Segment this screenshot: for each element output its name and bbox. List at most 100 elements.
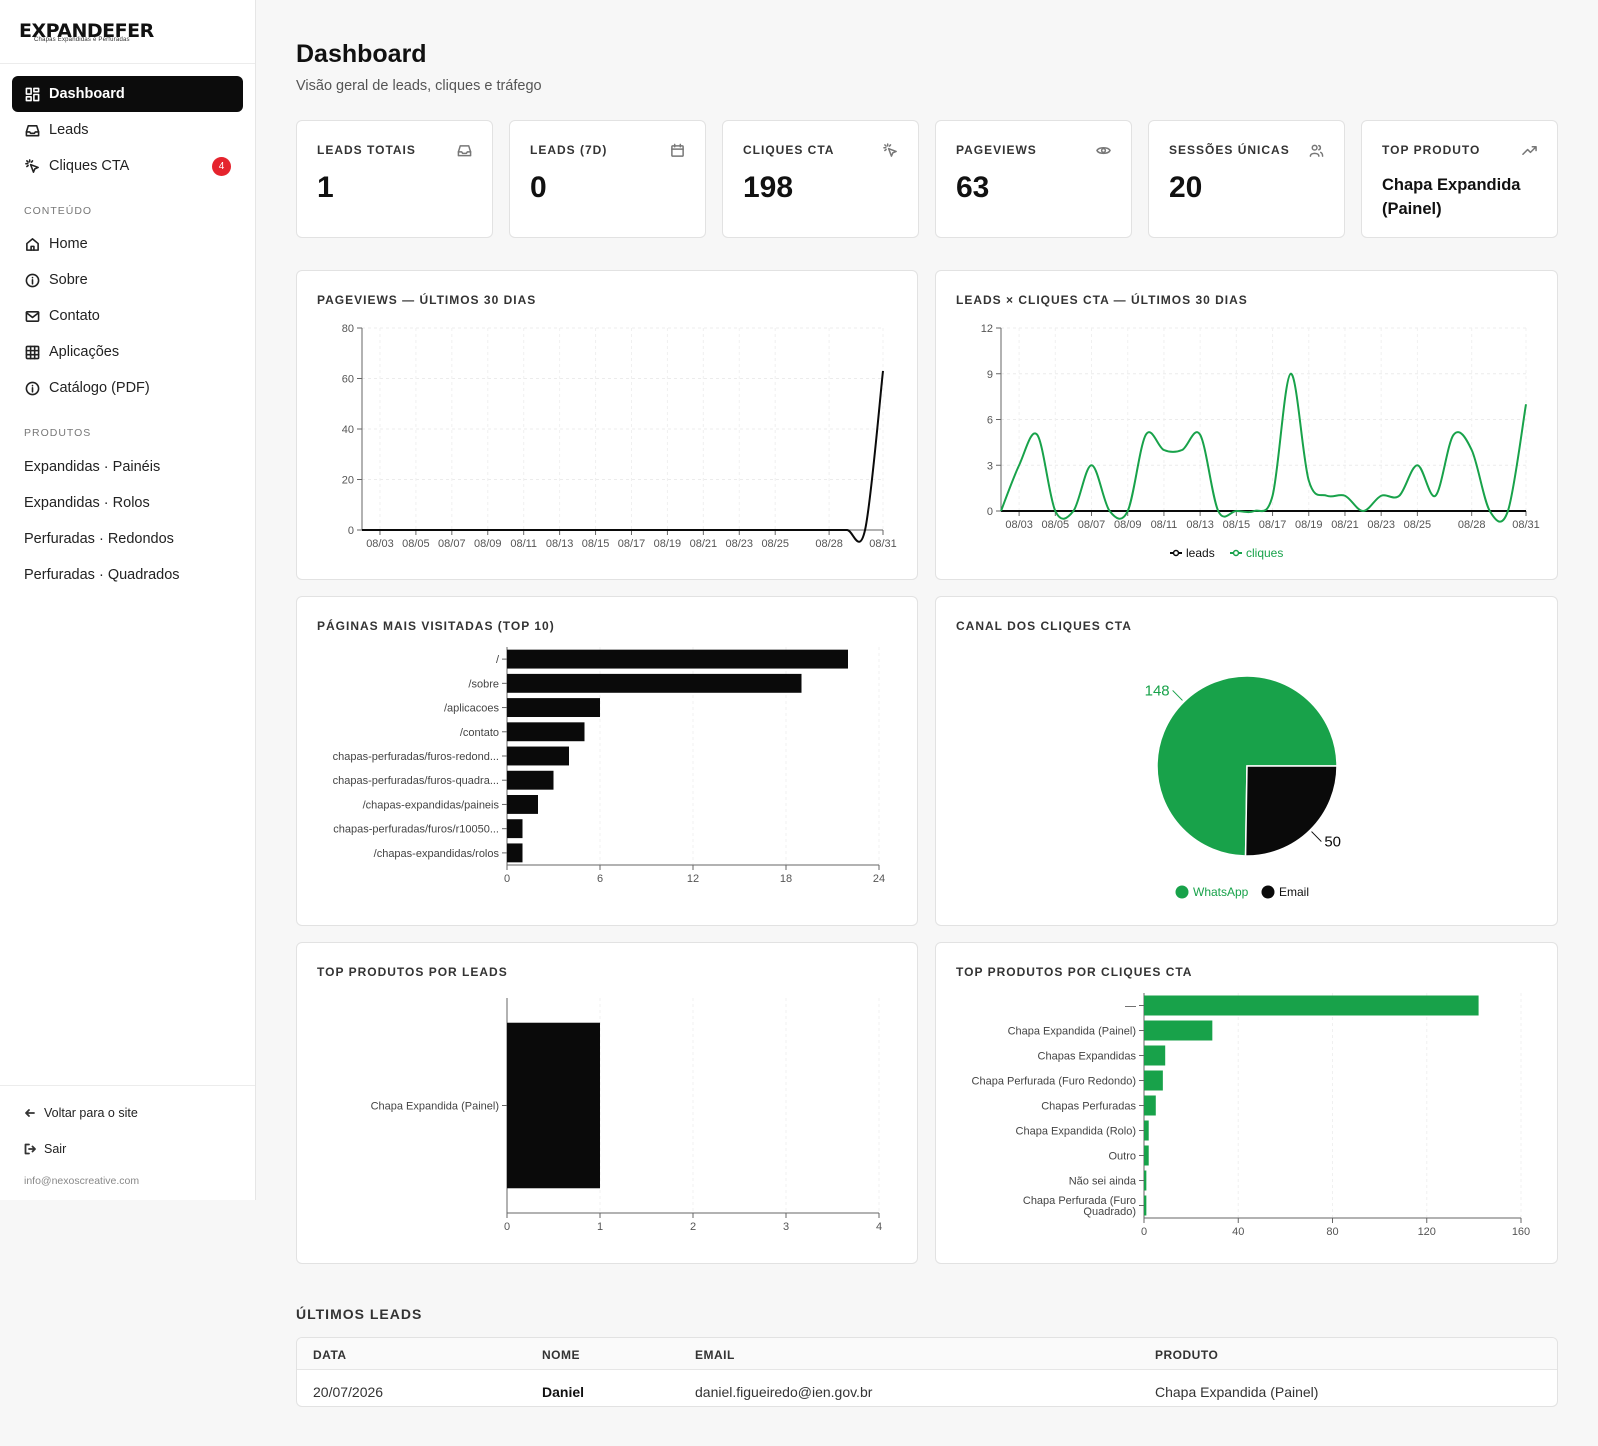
kpi-card-leads-totais: LEADS TOTAIS 1 — [296, 120, 493, 238]
nav-label: Leads — [49, 122, 89, 138]
x-tick-label: 08/19 — [654, 538, 682, 550]
y-tick-label: 3 — [987, 460, 993, 472]
y-tick-label: 9 — [987, 369, 993, 381]
column-header-produto[interactable]: PRODUTO — [1155, 1348, 1219, 1362]
category-label: Chapas Perfuradas — [1041, 1101, 1136, 1113]
x-tick-label: 08/09 — [1114, 519, 1142, 531]
legend-label-email: Email — [1279, 885, 1309, 899]
nav-label: Sobre — [49, 272, 88, 288]
nav-item-catalogo[interactable]: Catálogo (PDF) — [12, 370, 243, 406]
bar — [1144, 1170, 1147, 1191]
sidebar-footer — [0, 1085, 255, 1200]
category-label: — — [1125, 1001, 1136, 1013]
kpi-value: 20 — [1169, 171, 1203, 204]
category-label: Chapa Perfurada (Furo — [1023, 1195, 1136, 1207]
legend-marker-email — [1261, 885, 1275, 899]
bar — [507, 1022, 600, 1189]
bar — [1144, 1070, 1163, 1091]
bar — [507, 843, 523, 863]
column-header-nome[interactable]: NOME — [542, 1348, 580, 1362]
logout-link[interactable]: Sair — [24, 1142, 66, 1156]
category-label: Outro — [1108, 1151, 1136, 1163]
grid-icon — [24, 344, 40, 360]
y-tick-label: 12 — [981, 323, 993, 335]
nav-item-dashboard[interactable]: Dashboard — [12, 76, 243, 112]
x-tick-label: 08/21 — [690, 538, 718, 550]
nav-label: Catálogo (PDF) — [49, 380, 150, 396]
x-tick-label: 24 — [873, 873, 885, 885]
kpi-card-leads-7d: LEADS (7D) 0 — [509, 120, 706, 238]
top-products-clicks-bar-chart: 0 40 80 120 160 — Chapa Expandida (Painel) Chap… — [972, 993, 1530, 1238]
nav-item-home[interactable]: Home — [12, 226, 243, 262]
series-line-pageviews — [362, 370, 884, 543]
y-tick-label: 40 — [342, 424, 354, 436]
lead-email[interactable]: daniel.figueiredo@ien.gov.br — [695, 1384, 873, 1400]
category-label: /contato — [460, 727, 499, 739]
product-link-expandidas-paineis[interactable]: Expandidas · Painéis — [24, 459, 161, 475]
category-label: Chapa Perfurada (Furo Redondo) — [972, 1076, 1136, 1088]
back-to-site-link[interactable]: Voltar para o site — [24, 1106, 138, 1120]
info-icon — [24, 380, 40, 396]
x-tick-label: 08/09 — [474, 538, 502, 550]
x-tick-label: 08/21 — [1331, 519, 1359, 531]
y-tick-label: 80 — [342, 323, 354, 335]
leads-clicks-line-chart: 0 3 6 9 12 08/03 08/05 08/07 08/09 08/11 08/13 08/1… — [981, 323, 1540, 560]
kpi-card-cliques-cta: CLIQUES CTA 198 — [722, 120, 919, 238]
kpi-label: SESSÕES ÚNICAS — [1169, 143, 1290, 157]
nav-item-aplicacoes[interactable]: Aplicações — [12, 334, 243, 370]
brand-logo[interactable]: EXPANDEFER Chapas Expandidas e Perfurada… — [0, 0, 255, 64]
x-tick-label: 0 — [1141, 1226, 1147, 1238]
section-title-products: PRODUTOS — [24, 427, 92, 439]
product-link-perfuradas-quadrados[interactable]: Perfuradas · Quadrados — [24, 567, 180, 583]
users-icon — [1309, 143, 1324, 158]
nav-item-leads[interactable]: Leads — [12, 112, 243, 148]
latest-leads-table: DATA NOME EMAIL PRODUTO 20/07/2026 Danie… — [296, 1337, 1558, 1407]
category-label: /chapas-expandidas/paineis — [363, 799, 500, 811]
page-title: Dashboard — [296, 40, 427, 68]
x-tick-label: 0 — [504, 873, 510, 885]
bar — [1144, 995, 1479, 1016]
card-title: TOP PRODUTOS POR LEADS — [317, 965, 508, 979]
product-link-expandidas-rolos[interactable]: Expandidas · Rolos — [24, 495, 150, 511]
nav-label: Home — [49, 236, 88, 252]
lead-name[interactable]: Daniel — [542, 1384, 585, 1400]
pointer-click-icon — [24, 158, 40, 174]
kpi-label: PAGEVIEWS — [956, 143, 1037, 157]
top-products-leads-bar-chart: 0 1 2 3 4 Chapa Expandida (Painel) — [371, 998, 882, 1233]
kpi-label: LEADS (7D) — [530, 143, 608, 157]
nav-item-cliques-cta[interactable]: Cliques CTA 4 — [12, 148, 243, 184]
inbox-icon — [24, 122, 40, 138]
x-tick-label: 08/31 — [1512, 519, 1540, 531]
lead-product: Chapa Expandida (Painel) — [1155, 1384, 1319, 1400]
pie-value-label: 148 — [1145, 682, 1170, 699]
column-header-email[interactable]: EMAIL — [695, 1348, 735, 1362]
card-pageviews-chart: PAGEVIEWS — ÚLTIMOS 30 DIAS 0 20 40 60 80 08/… — [296, 270, 918, 580]
product-link-perfuradas-redondos[interactable]: Perfuradas · Redondos — [24, 531, 174, 547]
category-label: /aplicacoes — [444, 703, 500, 715]
kpi-value: 0 — [530, 171, 547, 204]
bar — [507, 794, 538, 814]
nav-item-sobre[interactable]: Sobre — [12, 262, 243, 298]
nav-item-contato[interactable]: Contato — [12, 298, 243, 334]
mail-icon — [24, 308, 40, 324]
nav-label: Aplicações — [49, 344, 120, 360]
category-label: /sobre — [468, 678, 499, 690]
kpi-label: CLIQUES CTA — [743, 143, 835, 157]
kpi-card-sessoes-unicas: SESSÕES ÚNICAS 20 — [1148, 120, 1345, 238]
x-tick-label: 08/25 — [1404, 519, 1432, 531]
x-tick-label: 08/31 — [869, 538, 897, 550]
category-label: Chapas Expandidas — [1038, 1051, 1137, 1063]
x-tick-label: 08/03 — [1005, 519, 1033, 531]
bar — [1144, 1145, 1149, 1166]
card-cta-channel-chart: CANAL DOS CLIQUES CTA 148 50 WhatsApp Email — [935, 596, 1558, 926]
nav-label: Contato — [49, 308, 100, 324]
kpi-label: LEADS TOTAIS — [317, 143, 416, 157]
column-header-data[interactable]: DATA — [313, 1348, 347, 1362]
category-label: Chapa Expandida (Rolo) — [1016, 1126, 1136, 1138]
eye-icon — [1096, 143, 1111, 158]
x-tick-label: 1 — [597, 1221, 603, 1233]
x-tick-label: 08/11 — [510, 538, 537, 550]
series-line-cliques — [1000, 372, 1527, 523]
brand-tagline: Chapas Expandidas e Perfuradas — [34, 37, 130, 43]
y-tick-label: 20 — [342, 475, 354, 487]
